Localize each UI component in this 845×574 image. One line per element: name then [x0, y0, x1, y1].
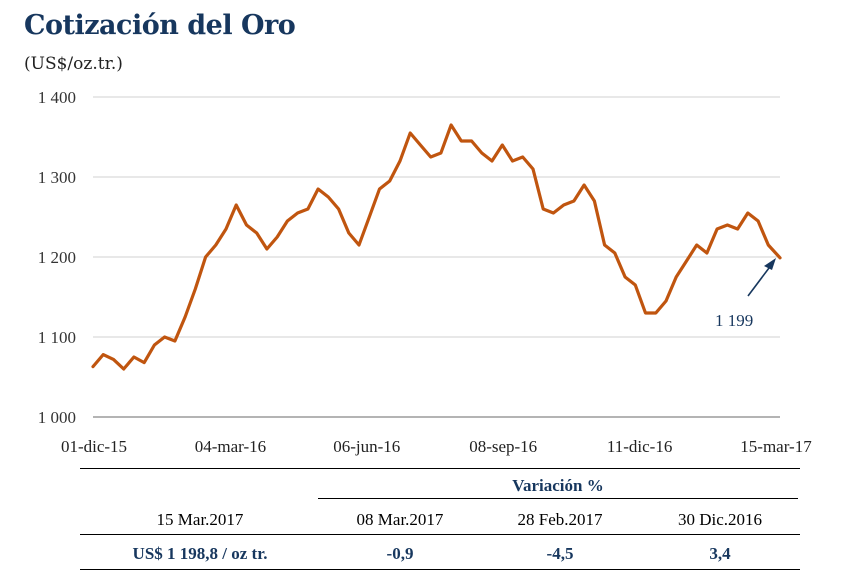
arrow-head-icon [764, 258, 776, 270]
y-tick-label: 1 100 [38, 328, 76, 347]
y-tick-label: 1 400 [38, 88, 76, 107]
variation-table: Variación % 15 Mar.2017 08 Mar.2017 28 F… [0, 468, 845, 574]
gold-price-line [91, 123, 782, 371]
table-date-3: 30 Dic.2016 [677, 510, 763, 529]
table-var-1: -0,9 [386, 544, 414, 563]
x-tick-label: 15-mar-17 [740, 437, 812, 456]
table-mid-rule [80, 534, 800, 535]
table-var-2: -4,5 [546, 544, 574, 563]
chart-subtitle: (US$/oz.tr.) [24, 54, 123, 74]
x-tick-label: 08-sep-16 [469, 437, 537, 456]
gold-price-chart: 1 000 1 100 1 200 1 300 1 400 01-dic-15 04-ma… [38, 88, 812, 456]
y-tick-label: 1 000 [38, 408, 76, 427]
x-tick-label: 06-jun-16 [333, 437, 400, 456]
chart-title: Cotización del Oro [24, 10, 296, 41]
table-date-0: 15 Mar.2017 [156, 510, 244, 529]
last-value-label: 1 199 [715, 311, 753, 330]
x-tick-label: 04-mar-16 [195, 437, 266, 456]
x-tick-label: 11-dic-16 [607, 437, 672, 456]
table-date-1: 08 Mar.2017 [356, 510, 444, 529]
variation-header: Variación % [512, 476, 604, 495]
variation-header-rule [318, 498, 798, 499]
annotation-arrow [747, 263, 773, 297]
x-tick-label: 01-dic-15 [61, 437, 127, 456]
table-bottom-rule [80, 569, 800, 570]
y-tick-label: 1 300 [38, 168, 76, 187]
table-date-2: 28 Feb.2017 [517, 510, 603, 529]
y-tick-label: 1 200 [38, 248, 76, 267]
table-price: US$ 1 198,8 / oz tr. [132, 544, 268, 563]
table-var-3: 3,4 [709, 544, 731, 563]
table-top-rule [80, 468, 800, 469]
